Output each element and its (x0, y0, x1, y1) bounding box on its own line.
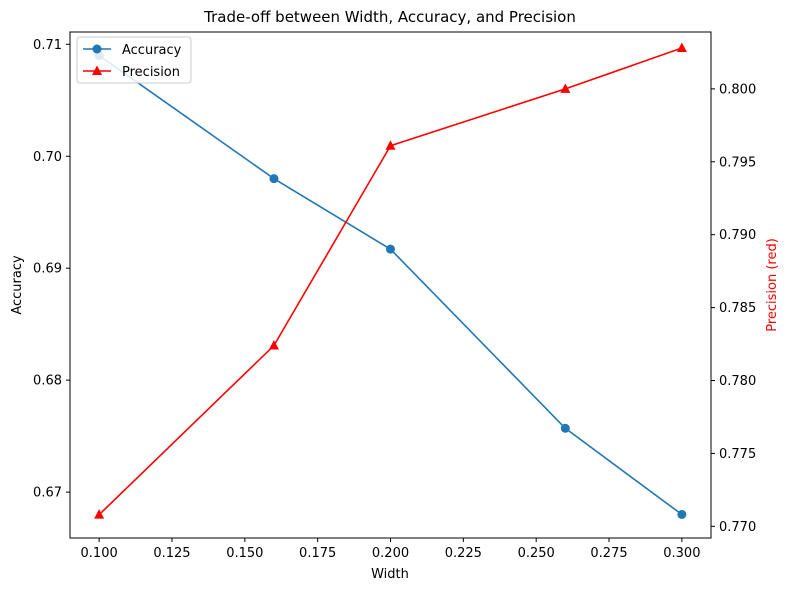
x-tick-label: 0.125 (153, 546, 190, 561)
x-tick-label: 0.225 (445, 546, 482, 561)
accuracy-point (386, 244, 395, 254)
legend: Accuracy Precision (76, 36, 192, 84)
right-y-tick-label: 0.785 (719, 301, 756, 316)
x-axis: 0.100 0.125 0.150 0.175 0.200 0.225 0.250 0.275… (81, 538, 700, 561)
right-y-tick-label: 0.800 (719, 82, 756, 97)
legend-precision-label: Precision (122, 65, 180, 80)
left-y-tick-label: 0.71 (33, 38, 62, 53)
accuracy-point (560, 423, 570, 433)
legend-accuracy-label: Accuracy (122, 43, 182, 58)
left-y-tick-label: 0.69 (33, 262, 62, 277)
x-tick-label: 0.100 (81, 546, 118, 561)
x-tick-label: 0.300 (663, 546, 700, 561)
precision-point (385, 140, 396, 150)
x-tick-label: 0.150 (226, 546, 263, 561)
legend-precision-marker (92, 65, 102, 75)
x-tick-label: 0.200 (372, 546, 409, 561)
left-y-axis-label: Accuracy (10, 255, 25, 315)
precision-point (94, 509, 105, 519)
accuracy-point (677, 509, 687, 519)
accuracy-point (269, 174, 279, 184)
left-y-tick-label: 0.67 (33, 486, 62, 501)
right-y-axis-label: Precision (red) (765, 238, 780, 332)
chart-title: Trade-off between Width, Accuracy, and P… (203, 8, 576, 26)
x-tick-label: 0.175 (299, 546, 336, 561)
plot-area (94, 42, 687, 519)
x-tick-label: 0.275 (590, 546, 627, 561)
precision-point (676, 42, 687, 53)
precision-point (268, 340, 279, 350)
left-y-axis: 0.67 0.68 0.69 0.70 0.71 (33, 38, 70, 501)
right-y-tick-label: 0.770 (719, 520, 756, 535)
right-y-tick-label: 0.795 (719, 155, 756, 170)
x-tick-label: 0.250 (518, 546, 555, 561)
right-y-tick-label: 0.790 (719, 228, 756, 243)
right-y-tick-label: 0.780 (719, 374, 756, 389)
legend-accuracy-marker (92, 44, 102, 54)
left-y-tick-label: 0.68 (33, 374, 62, 389)
right-y-axis: 0.770 0.775 0.780 0.785 0.790 0.795 0.800 (711, 82, 756, 535)
precision-point (560, 83, 571, 93)
left-y-tick-label: 0.70 (33, 150, 62, 165)
right-y-tick-label: 0.775 (719, 447, 756, 462)
x-axis-label: Width (371, 567, 409, 582)
